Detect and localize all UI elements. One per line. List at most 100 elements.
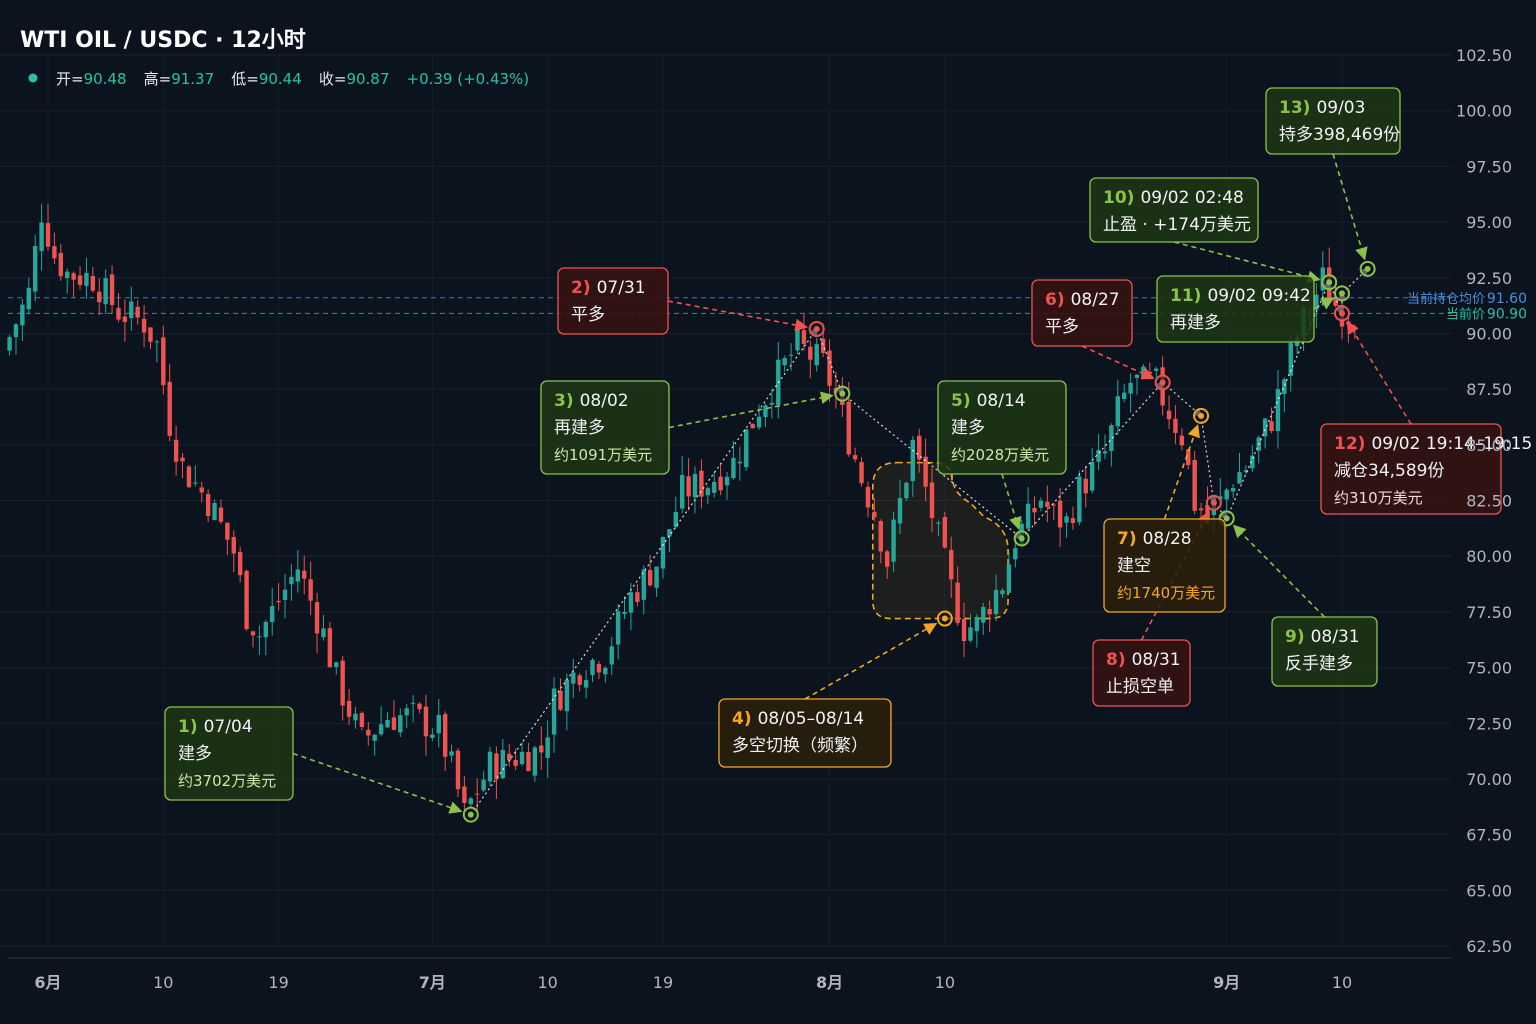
candle-body: [1237, 472, 1242, 484]
candle-body: [1128, 382, 1133, 394]
candle-body: [1057, 500, 1063, 528]
candle-body: [462, 786, 467, 803]
candle-body: [647, 570, 653, 586]
close-value: 90.87: [346, 70, 389, 88]
candle-body: [872, 511, 877, 518]
annotation-line3: 约3702万美元: [178, 772, 276, 790]
candle-body: [1224, 489, 1229, 500]
candle-body: [308, 579, 313, 601]
price-line-value: 91.60: [1487, 291, 1527, 307]
price-line-label: 当前价: [1446, 306, 1485, 322]
candle-body: [129, 301, 134, 319]
candle-body: [961, 619, 967, 642]
annotation-title: 5) 08/14: [951, 391, 1026, 411]
trade-marker-dot: [1210, 499, 1217, 506]
candle-body: [788, 354, 794, 356]
candle-body: [551, 688, 557, 735]
annotation-line2: 减仓34,589份: [1334, 461, 1444, 481]
candle-body: [404, 708, 409, 716]
candle-body: [334, 662, 339, 667]
candle-body: [1083, 478, 1088, 494]
candle-body: [852, 455, 858, 460]
candle-body: [398, 715, 403, 733]
candle-body: [90, 276, 96, 291]
candle-body: [1275, 389, 1281, 432]
candle-body: [615, 611, 621, 645]
high-label: 高=: [144, 70, 172, 88]
candle-body: [878, 521, 883, 552]
annotation-title: 11) 09/02 09:42: [1170, 286, 1311, 306]
candle-body: [340, 660, 345, 706]
candle-body: [1179, 435, 1185, 446]
annotation-title: 1) 07/04: [178, 717, 253, 737]
candle-body: [846, 401, 851, 455]
candle-body: [929, 482, 935, 519]
annotation-arrow: [1163, 424, 1200, 520]
candle-body: [1025, 503, 1031, 529]
candle-body: [1314, 294, 1319, 310]
trade-marker-dot: [1326, 279, 1333, 286]
annotation-line3: 约1091万美元: [554, 446, 652, 464]
candle-body: [225, 522, 230, 540]
candle-body: [532, 747, 538, 776]
candle-body: [1089, 461, 1095, 491]
candle-body: [385, 719, 390, 728]
candle-body: [436, 714, 441, 734]
trade-marker-dot: [1223, 515, 1230, 522]
close-label: 收=: [319, 70, 347, 88]
trade-marker-dot: [1018, 535, 1025, 542]
trade-marker-dot: [467, 811, 474, 818]
annotation-line2: 建多: [178, 744, 212, 764]
open-label: 开=: [56, 70, 84, 88]
y-tick-label: 70.00: [1466, 770, 1512, 789]
candle-body: [814, 344, 819, 366]
y-tick-label: 97.50: [1466, 157, 1512, 176]
candle-body: [487, 751, 493, 782]
annotation-arrow: [1332, 153, 1368, 261]
candles: [7, 203, 1358, 814]
candle-body: [718, 476, 723, 491]
candle-body: [801, 330, 807, 344]
candle-body: [13, 324, 19, 338]
candle-body: [52, 246, 57, 259]
candle-body: [1198, 508, 1204, 511]
annotation-title: 6) 08/27: [1045, 290, 1120, 310]
candle-body: [609, 646, 614, 665]
low-label: 低=: [231, 70, 259, 88]
annotation-line3: 约1740万美元: [1117, 584, 1215, 602]
y-axis: 102.50 100.00 97.50 95.00 92.50 90.00 87.50 85.…: [1456, 46, 1512, 956]
price-line-value: 90.90: [1487, 306, 1527, 322]
annotation-arrow: [292, 752, 463, 814]
candle-body: [314, 602, 320, 634]
candle-body: [1192, 459, 1197, 511]
candle-body: [981, 606, 986, 623]
x-axis: 6月 10 19 7月 10 19 8月 10 9月 10: [8, 957, 1452, 992]
candle-body: [1006, 564, 1012, 593]
candle-body: [705, 488, 711, 496]
annotation-title: 10) 09/02 02:48: [1103, 188, 1244, 208]
candle-body: [910, 439, 916, 482]
candle-body: [859, 462, 864, 484]
candle-body: [193, 482, 198, 484]
candle-body: [756, 416, 762, 428]
candle-body: [667, 529, 672, 537]
candle-body: [378, 724, 384, 735]
annotation-4: 4) 08/05–08/14 多空切换（频繁）: [718, 698, 892, 768]
candle-body: [366, 729, 371, 736]
candle-body: [558, 690, 563, 710]
x-tick-label: 8月: [816, 973, 843, 992]
candle-body: [237, 551, 243, 576]
candle-body: [673, 511, 678, 528]
candle-body: [577, 675, 582, 685]
x-tick-label: 10: [935, 973, 955, 992]
annotation-title: 4) 08/05–08/14: [732, 709, 864, 729]
high-value: 91.37: [171, 70, 214, 88]
annotation-title: 3) 08/02: [554, 391, 629, 411]
candle-body: [507, 753, 512, 761]
candle-body: [820, 338, 826, 353]
candle-body: [321, 628, 326, 638]
candle-body: [596, 663, 602, 673]
candle-body: [526, 752, 531, 772]
y-tick-label: 90.00: [1466, 324, 1512, 343]
